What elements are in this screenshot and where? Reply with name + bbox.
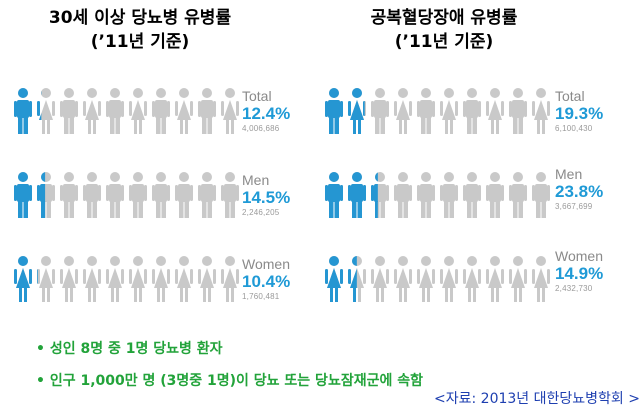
- panel-2-row-1-icon-9: [509, 88, 527, 134]
- panel-2-row-2-icon-7: [463, 172, 481, 218]
- panel-1-row-2-icon-5: [106, 172, 124, 218]
- panel-1-row-2-icon-2: [37, 172, 55, 218]
- panel-1-row-3-icon-6: [129, 256, 147, 302]
- right-women-label: Women 14.9% 2,432,730: [555, 248, 603, 293]
- right-total-percent: 19.3%: [555, 104, 604, 123]
- panel-2-row-2-icon-2: [348, 172, 366, 218]
- left-women-label: Women 10.4% 1,760,481: [242, 256, 290, 301]
- panel-1-row-3-icon-2: [37, 256, 55, 302]
- panel-2-row-1-icon-7: [463, 88, 481, 134]
- panel-2-row-2-icon-3: [371, 172, 389, 218]
- panel-2-row-3-icon-4: [394, 256, 412, 302]
- panel-1-row-2-icon-7: [152, 172, 170, 218]
- left-title-line1: 30세 이상 당뇨병 유병률: [48, 8, 232, 28]
- panel-2-row-3-icon-2: [348, 256, 366, 302]
- panel-1-row-3-icon-5: [106, 256, 124, 302]
- panel-2-row-2-icon-6: [440, 172, 458, 218]
- left-men-name: Men: [242, 172, 270, 188]
- panel-1-row-1-icon-2: [37, 88, 55, 134]
- left-women-percent: 10.4%: [242, 272, 291, 291]
- panel-1-row-1-icon-5: [106, 88, 124, 134]
- panel-2-row-2-icon-8: [486, 172, 504, 218]
- panel-2-row-2-icon-9: [509, 172, 527, 218]
- panel-2-row-1-icon-6: [440, 88, 458, 134]
- panel-1-row-2-icon-1: [14, 172, 32, 218]
- right-total-name: Total: [555, 88, 585, 104]
- panel-1-row-3-icon-3: [60, 256, 78, 302]
- right-women-count: 2,432,730: [555, 284, 593, 293]
- right-men-count: 3,667,699: [555, 202, 593, 211]
- right-title-line1: 공복혈당장애 유병률: [370, 8, 518, 28]
- panel-1-row-1-icon-4: [83, 88, 101, 134]
- panel-2-row-3-icon-9: [509, 256, 527, 302]
- panel-1-row-1-icon-9: [198, 88, 216, 134]
- left-men-count: 2,246,205: [242, 208, 280, 217]
- panel-1-row-2-icon-3: [60, 172, 78, 218]
- panel-2-row-3-icon-8: [486, 256, 504, 302]
- panel-1-row-1-icon-1: [14, 88, 32, 134]
- panel-2-row-1-icon-1: [325, 88, 343, 134]
- left-total-count: 4,006,686: [242, 124, 280, 133]
- left-women-count: 1,760,481: [242, 292, 280, 301]
- panel-2-row-1-icon-10: [532, 88, 550, 134]
- panel-2-row-3-icon-5: [417, 256, 435, 302]
- panel-1-row-3-icon-4: [83, 256, 101, 302]
- left-women-name: Women: [242, 256, 290, 272]
- right-men-name: Men: [555, 166, 583, 182]
- right-men-percent: 23.8%: [555, 182, 604, 201]
- panel-1-row-1-icon-8: [175, 88, 193, 134]
- right-women-name: Women: [555, 248, 603, 264]
- panel-1-row-2-icon-6: [129, 172, 147, 218]
- panel-1-row-3-icon-1: [14, 256, 32, 302]
- panel-1-row-1-icon-10: [221, 88, 239, 134]
- panel-2-row-2-icon-10: [532, 172, 550, 218]
- right-women-percent: 14.9%: [555, 264, 604, 283]
- panel-1-row-2-icon-10: [221, 172, 239, 218]
- panel-2-row-1-icon-5: [417, 88, 435, 134]
- left-total-name: Total: [242, 88, 272, 104]
- panel-1-row-1-icon-6: [129, 88, 147, 134]
- panel-2-row-2-icon-1: [325, 172, 343, 218]
- note-2: • 인구 1,000만 명 (3명중 1명)이 당뇨 또는 당뇨잠재군에 속함: [36, 373, 423, 389]
- source-label: <자료: 2013년 대한당뇨병학회 >: [434, 391, 640, 407]
- right-total-count: 6,100,430: [555, 124, 593, 133]
- panel-1-row-3-icon-9: [198, 256, 216, 302]
- panel-2-row-1-icon-2: [348, 88, 366, 134]
- panel-2-row-1-icon-8: [486, 88, 504, 134]
- left-total-percent: 12.4%: [242, 104, 291, 123]
- panel-1-row-2-icon-9: [198, 172, 216, 218]
- panel-2-row-3-icon-3: [371, 256, 389, 302]
- panel-1-row-3-icon-10: [221, 256, 239, 302]
- panel-2-row-3-icon-7: [463, 256, 481, 302]
- panel-1-row-3-icon-8: [175, 256, 193, 302]
- panel-1-row-3-icon-7: [152, 256, 170, 302]
- panel-1-row-2-icon-8: [175, 172, 193, 218]
- panel-2-row-2-icon-5: [417, 172, 435, 218]
- right-title-line2: (’11년 기준): [394, 32, 494, 52]
- left-men-label: Men 14.5% 2,246,205: [242, 172, 290, 217]
- note-1: • 성인 8명 중 1명 당뇨병 환자: [36, 341, 223, 357]
- panel-2-row-3-icon-10: [532, 256, 550, 302]
- panel-2-row-1-icon-4: [394, 88, 412, 134]
- right-total-label: Total 19.3% 6,100,430: [555, 88, 603, 133]
- left-men-percent: 14.5%: [242, 188, 291, 207]
- right-title: 공복혈당장애 유병률 (’11년 기준): [314, 6, 574, 54]
- panel-1-row-1-icon-3: [60, 88, 78, 134]
- right-men-label: Men 23.8% 3,667,699: [555, 166, 603, 211]
- panel-2-row-1-icon-3: [371, 88, 389, 134]
- left-title: 30세 이상 당뇨병 유병률 (’11년 기준): [10, 6, 270, 54]
- panel-1-row-1-icon-7: [152, 88, 170, 134]
- left-title-line2: (’11년 기준): [90, 32, 190, 52]
- panel-1-row-2-icon-4: [83, 172, 101, 218]
- panel-2-row-2-icon-4: [394, 172, 412, 218]
- left-total-label: Total 12.4% 4,006,686: [242, 88, 290, 133]
- panel-2-row-3-icon-6: [440, 256, 458, 302]
- panel-2-row-3-icon-1: [325, 256, 343, 302]
